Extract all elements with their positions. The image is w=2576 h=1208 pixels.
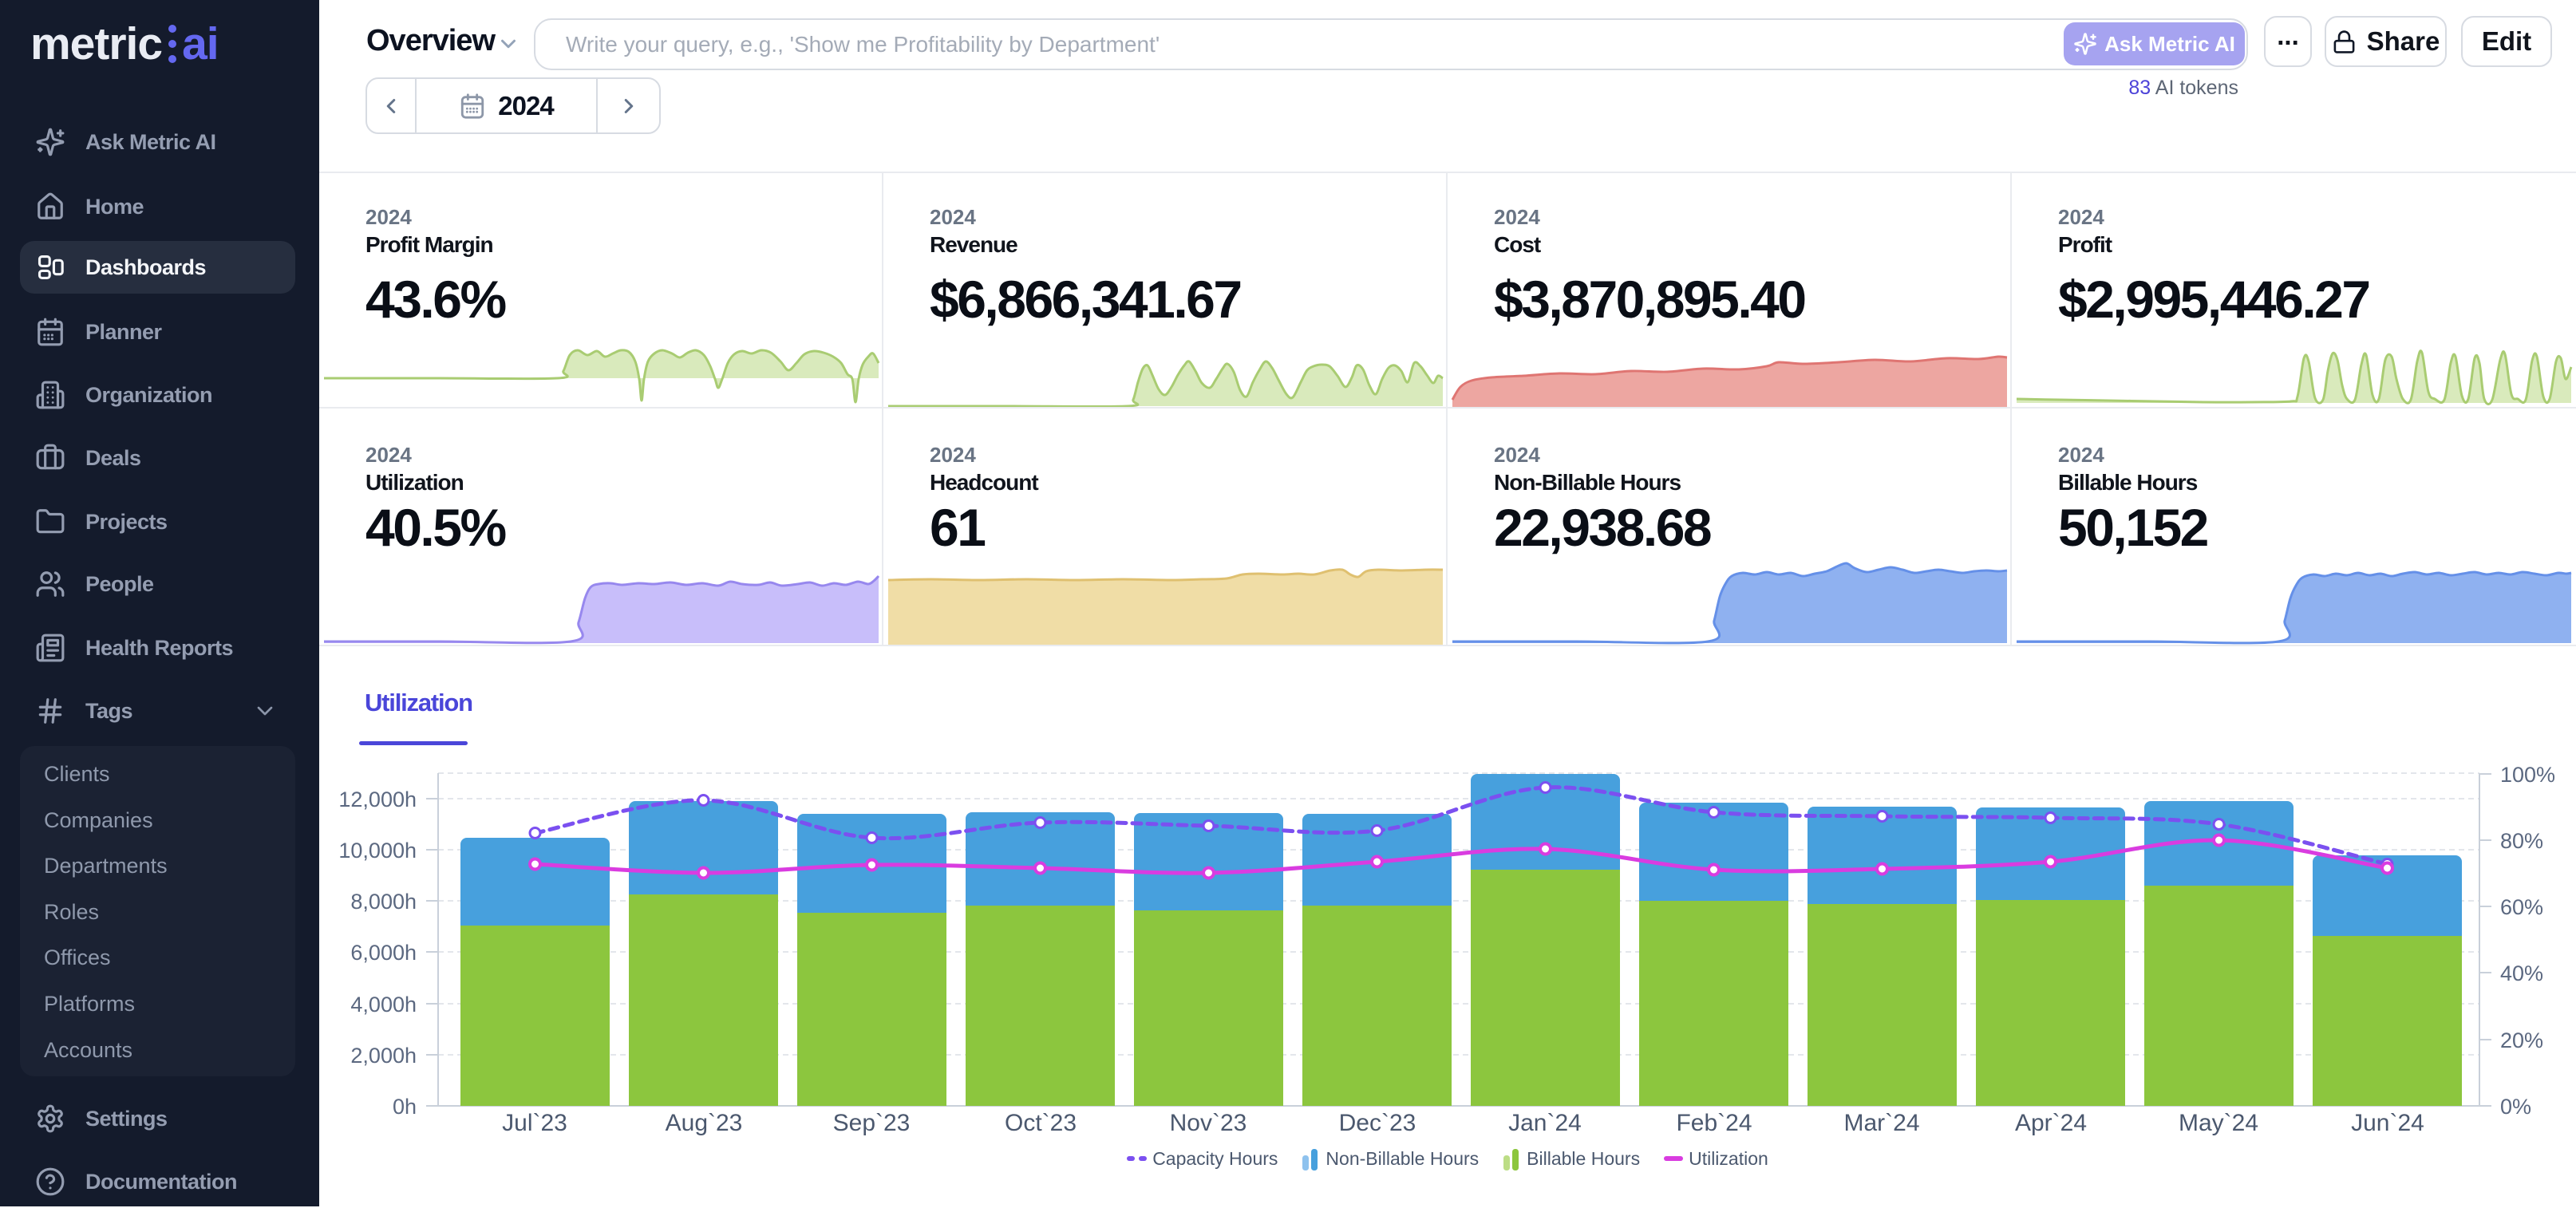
svg-text:0%: 0% <box>2500 1095 2531 1119</box>
svg-text:Aug`23: Aug`23 <box>666 1110 743 1136</box>
svg-text:8,000h: 8,000h <box>350 890 417 914</box>
svg-text:Dec`23: Dec`23 <box>1339 1110 1416 1136</box>
svg-text:May`24: May`24 <box>2179 1110 2258 1136</box>
svg-text:Nov`23: Nov`23 <box>1170 1110 1247 1136</box>
svg-text:Mar`24: Mar`24 <box>1843 1110 1919 1136</box>
svg-text:100%: 100% <box>2500 763 2555 787</box>
svg-text:2,000h: 2,000h <box>350 1044 417 1068</box>
svg-text:20%: 20% <box>2500 1028 2543 1052</box>
svg-text:10,000h: 10,000h <box>338 839 417 863</box>
svg-text:Jul`23: Jul`23 <box>502 1110 567 1136</box>
svg-text:Oct`23: Oct`23 <box>1005 1110 1077 1136</box>
svg-text:Feb`24: Feb`24 <box>1676 1110 1752 1136</box>
svg-text:12,000h: 12,000h <box>338 788 417 811</box>
svg-text:Apr`24: Apr`24 <box>2015 1110 2087 1136</box>
svg-text:0h: 0h <box>393 1095 417 1119</box>
svg-text:Jan`24: Jan`24 <box>1508 1110 1582 1136</box>
svg-text:60%: 60% <box>2500 895 2543 919</box>
svg-text:4,000h: 4,000h <box>350 993 417 1017</box>
svg-text:6,000h: 6,000h <box>350 941 417 965</box>
svg-text:Jun`24: Jun`24 <box>2351 1110 2424 1136</box>
svg-text:Sep`23: Sep`23 <box>833 1110 911 1136</box>
svg-text:80%: 80% <box>2500 829 2543 853</box>
svg-text:40%: 40% <box>2500 961 2543 985</box>
